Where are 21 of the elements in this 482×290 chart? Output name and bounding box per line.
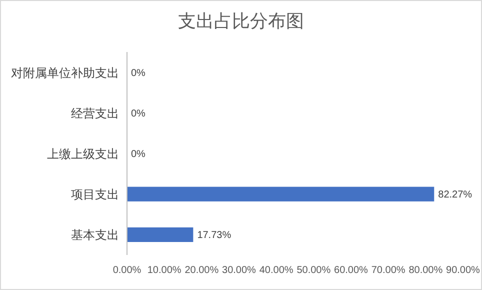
y-tick-label: 经营支出 [71, 106, 119, 120]
y-tick-label: 上缴上级支出 [47, 147, 119, 161]
x-tick-label: 40.00% [259, 265, 294, 276]
data-label: 0% [131, 149, 146, 160]
x-tick-label: 60.00% [334, 265, 368, 276]
y-tick-label: 基本支出 [71, 228, 119, 242]
data-label: 17.73% [197, 230, 232, 242]
x-tick-label: 90.00% [446, 265, 480, 276]
x-tick-label: 10.00% [147, 265, 182, 276]
x-tick-label: 30.00% [222, 265, 256, 276]
data-label: 82.27% [438, 190, 472, 201]
data-label: 0% [131, 108, 146, 120]
x-tick-label: 80.00% [408, 265, 443, 276]
x-tick-label: 0.00% [112, 265, 142, 276]
x-tick-label: 70.00% [371, 265, 406, 276]
y-tick-label: 对附属单位补助支出 [11, 66, 119, 80]
x-tick-label: 50.00% [296, 265, 331, 276]
data-label: 0% [131, 68, 146, 79]
x-tick-label: 20.00% [184, 265, 219, 276]
chart-title: 支出占比分布图 [178, 11, 304, 31]
y-tick-label: 项目支出 [71, 188, 119, 202]
